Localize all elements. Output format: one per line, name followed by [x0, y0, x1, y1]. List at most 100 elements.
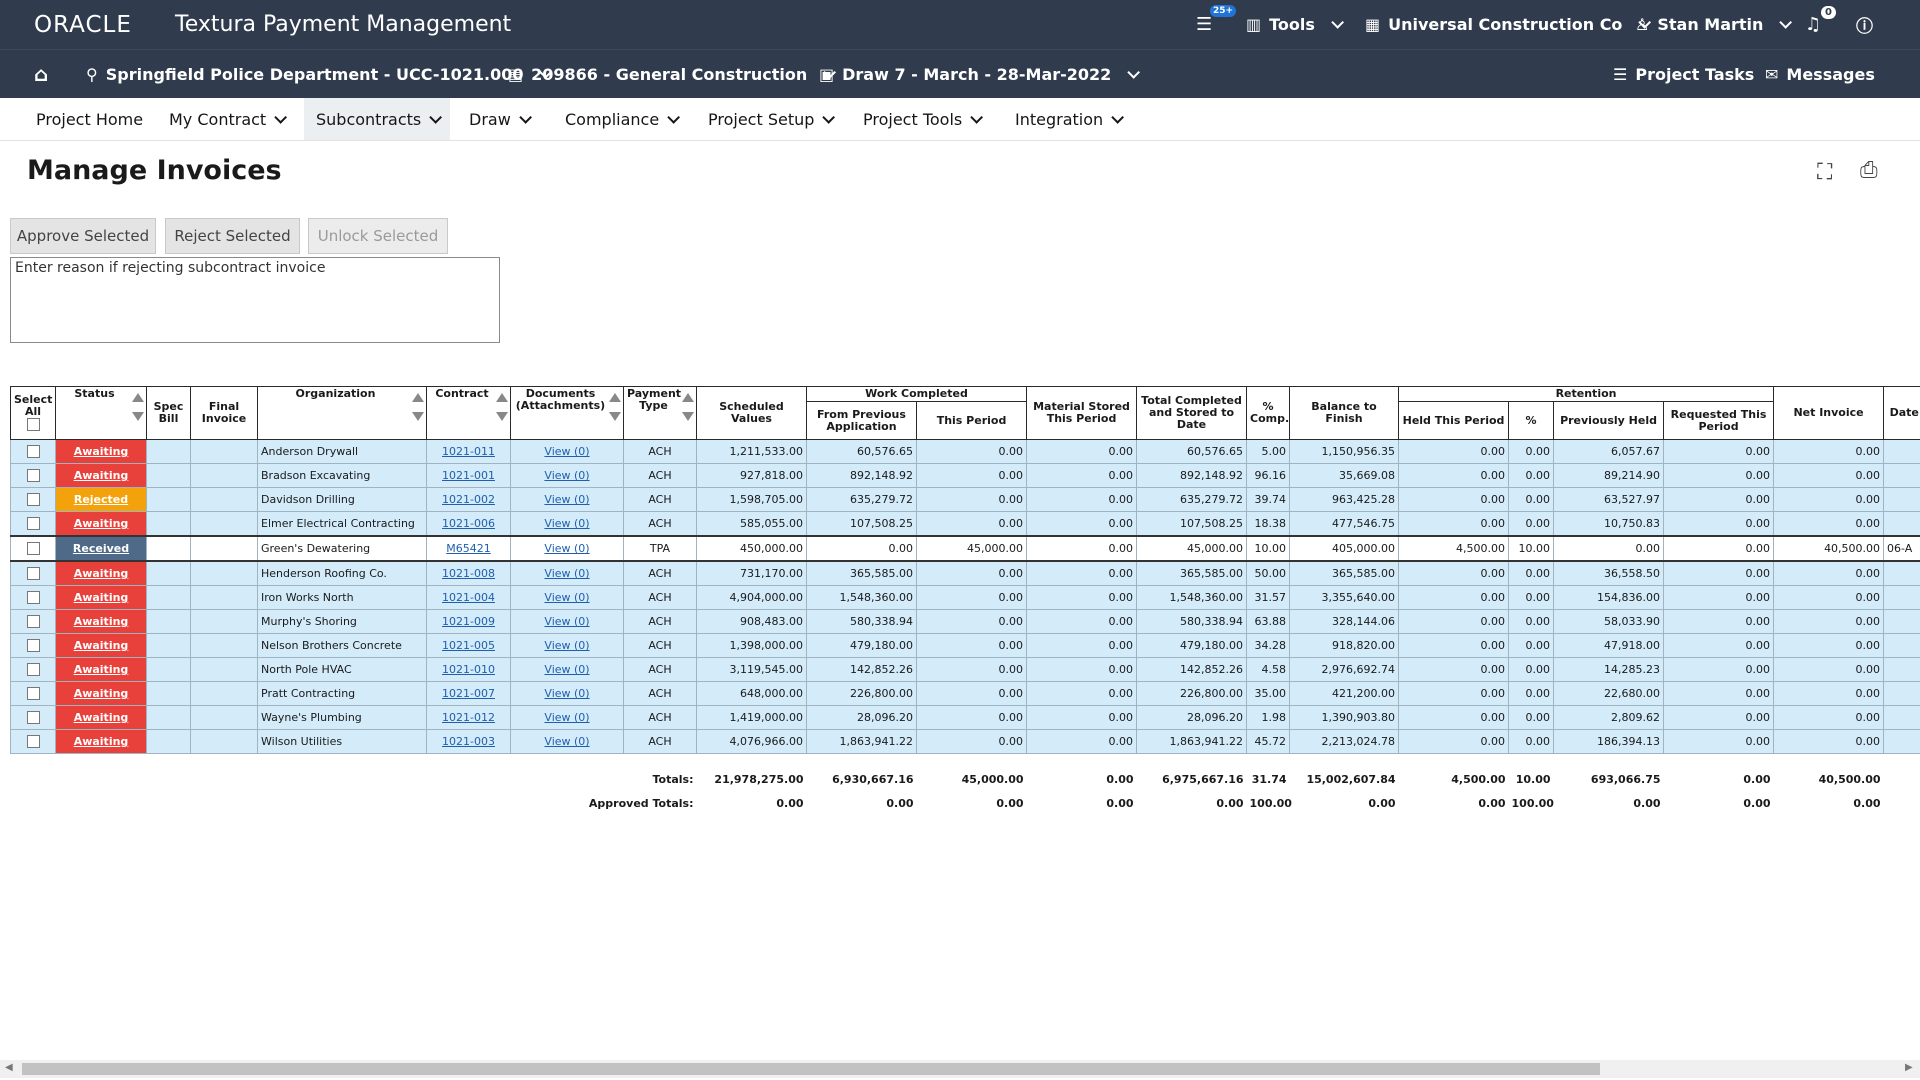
row-checkbox[interactable]: [27, 445, 40, 458]
row-checkbox[interactable]: [27, 639, 40, 652]
documents-link[interactable]: View (0): [544, 567, 589, 580]
contract-link[interactable]: 1021-011: [442, 445, 495, 458]
nav-item[interactable]: Subcontracts: [304, 98, 450, 140]
column-header[interactable]: Documents (Attachments): [511, 387, 624, 440]
sort-up[interactable]: [496, 393, 508, 402]
status-cell[interactable]: Awaiting: [56, 730, 147, 754]
documents-link[interactable]: View (0): [544, 735, 589, 748]
status-cell[interactable]: Rejected: [56, 488, 147, 512]
action-button[interactable]: Reject Selected: [165, 218, 300, 254]
documents-link[interactable]: View (0): [544, 445, 589, 458]
row-checkbox[interactable]: [27, 493, 40, 506]
documents-link[interactable]: View (0): [544, 639, 589, 652]
status-cell[interactable]: Awaiting: [56, 682, 147, 706]
contract-link[interactable]: 1021-005: [442, 639, 495, 652]
nav-item[interactable]: Project Home: [24, 98, 155, 140]
contract-link[interactable]: 1021-012: [442, 711, 495, 724]
home-icon[interactable]: ⌂: [34, 50, 48, 98]
contract-link[interactable]: 1021-006: [442, 517, 495, 530]
status-cell[interactable]: Awaiting: [56, 464, 147, 488]
help[interactable]: ⓘ: [1856, 0, 1873, 49]
company-menu[interactable]: ▦Universal Construction Co: [1365, 0, 1647, 49]
documents-link[interactable]: View (0): [544, 469, 589, 482]
column-header[interactable]: Organization: [258, 387, 427, 440]
contract-link[interactable]: 1021-009: [442, 615, 495, 628]
status-cell[interactable]: Awaiting: [56, 586, 147, 610]
action-button[interactable]: Approve Selected: [10, 218, 156, 254]
row-checkbox[interactable]: [27, 517, 40, 530]
row-checkbox[interactable]: [27, 663, 40, 676]
contract-link[interactable]: 1021-007: [442, 687, 495, 700]
nav-item[interactable]: Draw: [457, 98, 540, 140]
tools-menu[interactable]: ▥Tools: [1246, 0, 1340, 49]
notifications[interactable]: ♫0: [1805, 0, 1821, 49]
sort-up[interactable]: [682, 393, 694, 402]
nav-item[interactable]: Project Setup: [696, 98, 843, 140]
sort-down[interactable]: [496, 412, 508, 421]
status-cell[interactable]: Awaiting: [56, 440, 147, 464]
row-checkbox[interactable]: [27, 469, 40, 482]
contract-menu[interactable]: ▤209866 - General Construction: [508, 50, 832, 98]
print-icon[interactable]: ⎙: [1860, 158, 1878, 183]
status-cell[interactable]: Awaiting: [56, 706, 147, 730]
row-checkbox[interactable]: [27, 542, 40, 555]
reason-textarea[interactable]: Enter reason if rejecting subcontract in…: [10, 257, 500, 343]
sort-up[interactable]: [609, 393, 621, 402]
row-checkbox[interactable]: [27, 591, 40, 604]
status-cell[interactable]: Awaiting: [56, 561, 147, 586]
status-cell[interactable]: Awaiting: [56, 610, 147, 634]
user-menu[interactable]: ♙Stan Martin: [1635, 0, 1788, 49]
action-button[interactable]: Unlock Selected: [308, 218, 448, 254]
status-cell[interactable]: Awaiting: [56, 634, 147, 658]
contract-link[interactable]: 1021-002: [442, 493, 495, 506]
row-checkbox[interactable]: [27, 567, 40, 580]
sort-down[interactable]: [609, 412, 621, 421]
status-cell[interactable]: Received: [56, 536, 147, 561]
column-header[interactable]: Payment Type: [624, 387, 697, 440]
column-header[interactable]: Status: [56, 387, 147, 440]
contract-link[interactable]: M65421: [446, 542, 490, 555]
scroll-right[interactable]: ▶: [1905, 1062, 1913, 1073]
project-menu[interactable]: ⚲Springfield Police Department - UCC-102…: [86, 50, 548, 98]
horizontal-scrollbar[interactable]: ◀ ▶: [0, 1060, 1920, 1078]
nav-item[interactable]: Integration: [1003, 98, 1132, 140]
project-tasks[interactable]: ☰Project Tasks: [1613, 50, 1754, 98]
contract-link[interactable]: 1021-010: [442, 663, 495, 676]
documents-link[interactable]: View (0): [544, 493, 589, 506]
documents-link[interactable]: View (0): [544, 542, 589, 555]
select-all-checkbox[interactable]: [27, 418, 40, 431]
scroll-left[interactable]: ◀: [5, 1062, 13, 1073]
row-checkbox[interactable]: [27, 735, 40, 748]
status-cell[interactable]: Awaiting: [56, 512, 147, 537]
documents-link[interactable]: View (0): [544, 687, 589, 700]
documents-link[interactable]: View (0): [544, 663, 589, 676]
row-checkbox[interactable]: [27, 615, 40, 628]
task-list[interactable]: ☰25+: [1196, 0, 1212, 49]
nav-item[interactable]: Project Tools: [851, 98, 991, 140]
row-checkbox[interactable]: [27, 711, 40, 724]
contract-link[interactable]: 1021-004: [442, 591, 495, 604]
row-checkbox[interactable]: [27, 687, 40, 700]
column-header[interactable]: Contract: [427, 387, 511, 440]
sort-down[interactable]: [682, 412, 694, 421]
documents-link[interactable]: View (0): [544, 711, 589, 724]
sort-up[interactable]: [132, 393, 144, 402]
draw-menu[interactable]: ▣Draw 7 - March - 28-Mar-2022: [819, 50, 1136, 98]
messages[interactable]: ✉Messages: [1765, 50, 1875, 98]
fullscreen-icon[interactable]: ⛶: [1817, 160, 1832, 185]
nav-item[interactable]: My Contract: [157, 98, 295, 140]
nav-item[interactable]: Compliance: [553, 98, 688, 140]
documents-link[interactable]: View (0): [544, 591, 589, 604]
documents-link[interactable]: View (0): [544, 615, 589, 628]
scroll-thumb[interactable]: [22, 1063, 1600, 1075]
sort-up[interactable]: [412, 393, 424, 402]
column-header: Spec Bill: [147, 387, 191, 440]
contract-link[interactable]: 1021-003: [442, 735, 495, 748]
app-name[interactable]: Textura Payment Management: [175, 0, 511, 49]
sort-down[interactable]: [412, 412, 424, 421]
status-cell[interactable]: Awaiting: [56, 658, 147, 682]
documents-link[interactable]: View (0): [544, 517, 589, 530]
sort-down[interactable]: [132, 412, 144, 421]
contract-link[interactable]: 1021-008: [442, 567, 495, 580]
contract-link[interactable]: 1021-001: [442, 469, 495, 482]
